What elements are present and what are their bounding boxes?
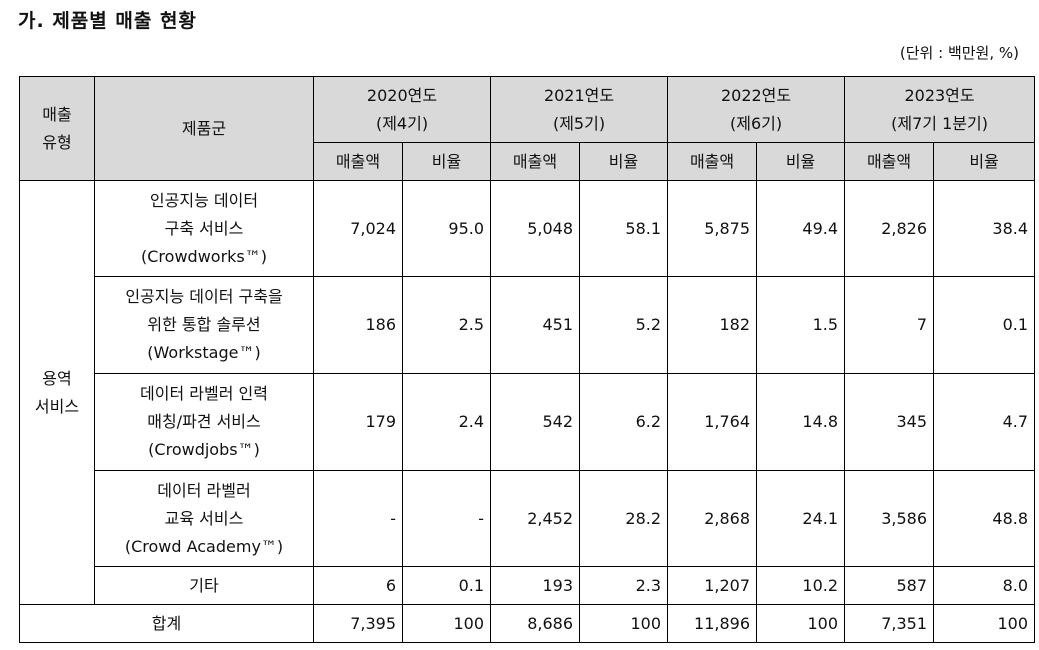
amount-cell: 6 [313, 566, 403, 605]
header-year-2022: 2022연도 (제6기) [667, 76, 846, 143]
ratio-cell: 100 [401, 604, 492, 643]
table-row: 데이터 라벨러 교육 서비스 (Crowd Academy™) - - 2,45… [20, 470, 1036, 567]
ratio-cell: 2.4 [401, 373, 492, 471]
table-row: 데이터 라벨러 인력 매칭/파견 서비스 (Crowdjobs™) 179 2.… [20, 373, 1036, 471]
ratio-cell: 4.7 [933, 373, 1036, 471]
header-year-2021: 2021연도 (제5기) [490, 76, 669, 143]
product-cell: 데이터 라벨러 교육 서비스 (Crowd Academy™) [94, 470, 314, 567]
amount-cell: 5,048 [490, 180, 581, 277]
ratio-cell: 1.5 [756, 276, 846, 374]
amount-cell: - [313, 470, 403, 567]
amount-cell: 7,024 [313, 180, 403, 277]
amount-cell: 7 [844, 276, 935, 374]
amount-cell: 182 [667, 276, 758, 374]
product-cell: 데이터 라벨러 인력 매칭/파견 서비스 (Crowdjobs™) [94, 373, 314, 471]
amount-cell: 5,875 [667, 180, 758, 277]
amount-cell: 179 [313, 373, 403, 471]
product-cell: 인공지능 데이터 구축 서비스 (Crowdworks™) [94, 180, 314, 277]
ratio-cell: 8.0 [933, 566, 1036, 605]
ratio-cell: 10.2 [756, 566, 846, 605]
header-amount: 매출액 [844, 142, 935, 181]
ratio-cell: 14.8 [756, 373, 846, 471]
amount-cell: 186 [313, 276, 403, 374]
amount-cell: 7,351 [844, 604, 935, 643]
category-cell: 용역 서비스 [19, 180, 95, 605]
header-ratio: 비율 [933, 142, 1036, 181]
amount-cell: 193 [490, 566, 581, 605]
ratio-cell: 2.3 [579, 566, 669, 605]
amount-cell: 542 [490, 373, 581, 471]
ratio-cell: 28.2 [579, 470, 669, 567]
header-amount: 매출액 [667, 142, 758, 181]
amount-cell: 587 [844, 566, 935, 605]
ratio-cell: 24.1 [756, 470, 846, 567]
header-year-2023: 2023연도 (제7기 1분기) [844, 76, 1036, 143]
table-row: 인공지능 데이터 구축을 위한 통합 솔루션 (Workstage™) 186 … [20, 276, 1036, 374]
header-year-2020: 2020연도 (제4기) [312, 76, 492, 143]
table-row: 기타 6 0.1 193 2.3 1,207 10.2 587 8.0 [20, 566, 1036, 605]
header-ratio: 비율 [579, 142, 669, 181]
amount-cell: 11,896 [667, 604, 758, 643]
ratio-cell: - [401, 470, 492, 567]
ratio-cell: 38.4 [933, 180, 1036, 277]
ratio-cell: 2.5 [401, 276, 492, 374]
ratio-cell: 100 [933, 604, 1036, 643]
ratio-cell: 100 [579, 604, 669, 643]
amount-cell: 3,586 [844, 470, 935, 567]
amount-cell: 2,826 [844, 180, 935, 277]
product-cell: 기타 [94, 566, 314, 605]
header-amount: 매출액 [313, 142, 403, 181]
header-ratio: 비율 [401, 142, 492, 181]
ratio-cell: 49.4 [756, 180, 846, 277]
amount-cell: 2,868 [667, 470, 758, 567]
ratio-cell: 95.0 [401, 180, 492, 277]
ratio-cell: 0.1 [401, 566, 492, 605]
unit-note: (단위 : 백만원, %) [899, 44, 1019, 62]
product-cell: 인공지능 데이터 구축을 위한 통합 솔루션 (Workstage™) [94, 276, 314, 374]
amount-cell: 7,395 [313, 604, 403, 643]
ratio-cell: 100 [756, 604, 846, 643]
amount-cell: 1,207 [667, 566, 758, 605]
ratio-cell: 58.1 [579, 180, 669, 277]
amount-cell: 1,764 [667, 373, 758, 471]
total-label: 합계 [19, 604, 314, 643]
ratio-cell: 0.1 [933, 276, 1036, 374]
header-sales-type: 매출 유형 [19, 76, 95, 181]
ratio-cell: 5.2 [579, 276, 669, 374]
header-amount: 매출액 [490, 142, 581, 181]
table-row: 용역 서비스 인공지능 데이터 구축 서비스 (Crowdworks™) 7,0… [19, 180, 1036, 605]
total-row: 합계 7,395 100 8,686 100 11,896 100 7,351 … [19, 604, 1036, 643]
amount-cell: 345 [844, 373, 935, 471]
amount-cell: 2,452 [490, 470, 581, 567]
header-ratio: 비율 [756, 142, 846, 181]
ratio-cell: 6.2 [579, 373, 669, 471]
amount-cell: 451 [490, 276, 581, 374]
ratio-cell: 48.8 [933, 470, 1036, 567]
section-title: 가. 제품별 매출 현황 [18, 10, 197, 32]
amount-cell: 8,686 [490, 604, 581, 643]
header-product-group: 제품군 [94, 76, 314, 181]
sales-table: 매출 유형 제품군 2020연도 (제4기) 2021연도 (제5기) 2022… [19, 76, 1036, 643]
